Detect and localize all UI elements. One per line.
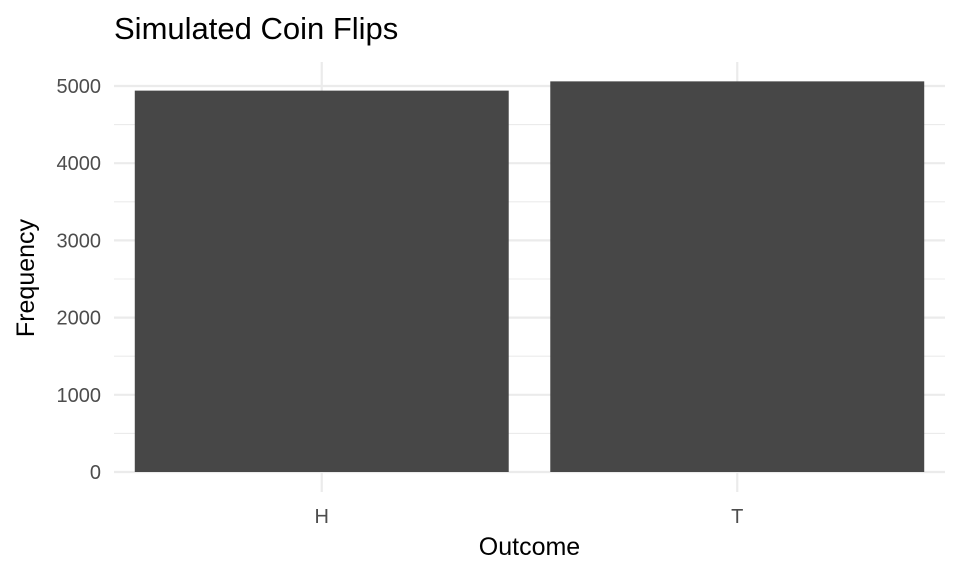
bars xyxy=(134,81,925,473)
y-tick-label: 2000 xyxy=(57,308,102,330)
x-axis-title: Outcome xyxy=(479,533,580,561)
y-axis-tick-labels: 0 1000 2000 3000 4000 5000 xyxy=(57,76,102,484)
x-tick-label: H xyxy=(315,506,329,528)
bar-h xyxy=(134,90,509,472)
y-tick-label: 1000 xyxy=(57,385,102,407)
y-tick-label: 5000 xyxy=(57,76,102,98)
y-axis-title: Frequency xyxy=(12,218,40,337)
x-tick-label: T xyxy=(731,506,743,528)
chart-title: Simulated Coin Flips xyxy=(114,11,398,46)
y-tick-label: 0 xyxy=(90,462,101,484)
y-tick-label: 4000 xyxy=(57,153,102,175)
bar-t xyxy=(550,81,925,473)
y-tick-label: 3000 xyxy=(57,230,102,252)
